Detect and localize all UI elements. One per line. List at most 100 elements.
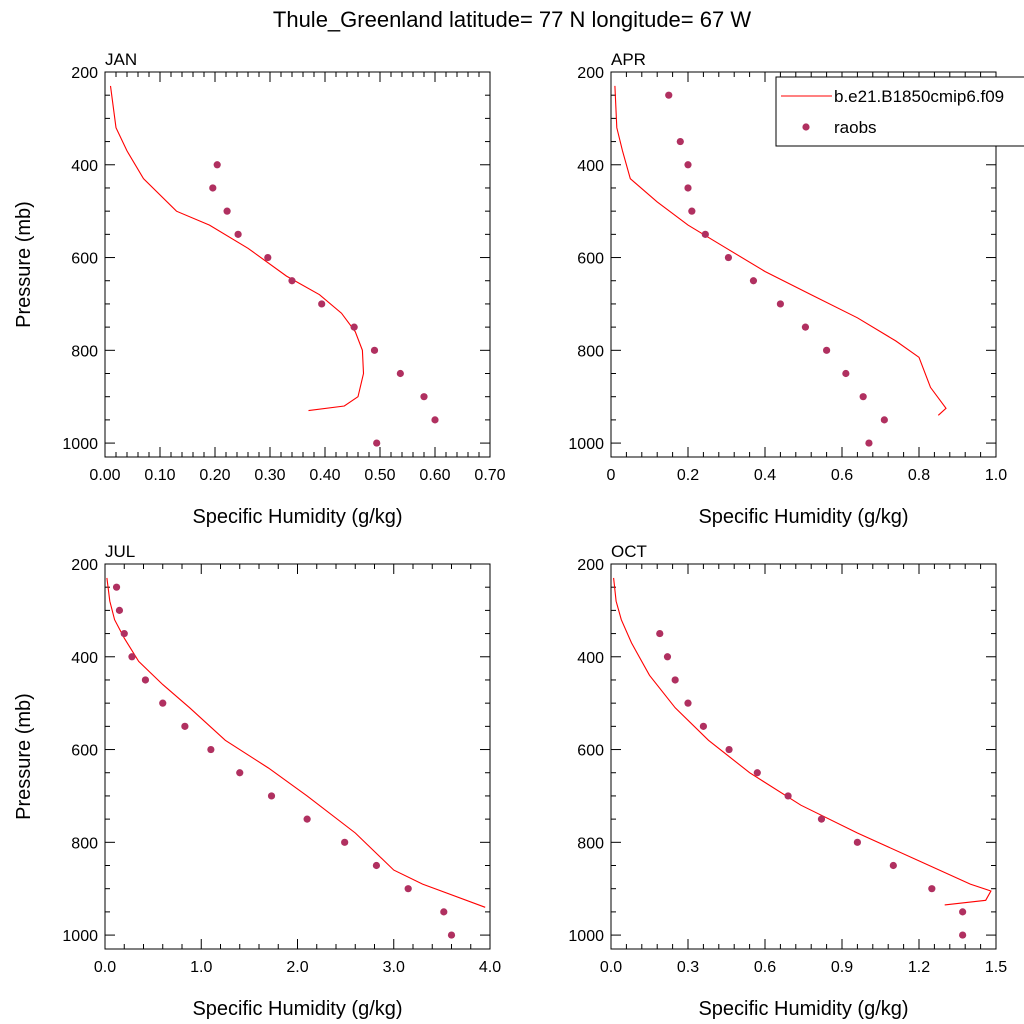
raobs-point	[213, 161, 221, 169]
panel-jul: JUL 0.0 1.0 2.0 3.0 4.0 200 400 600 800 1000 Specif…	[13, 542, 501, 1020]
x-axis-label: Specific Humidity (g/kg)	[192, 506, 402, 528]
x-tick-label: 0.8	[908, 467, 930, 484]
y-tick-label: 400	[577, 158, 604, 175]
raobs-point	[859, 393, 867, 401]
plot-frame	[104, 563, 491, 950]
figure-title: Thule_Greenland latitude= 77 N longitude…	[273, 7, 751, 32]
panel-label: JUL	[105, 542, 135, 561]
panel-jan: JAN 0.00 0.10 0.20 0.30 0.40 0.50 0.60 0.70 200 40…	[13, 50, 506, 528]
raobs-point	[181, 722, 189, 730]
plot-frame	[104, 71, 491, 458]
x-axis-label: Specific Humidity (g/kg)	[192, 998, 402, 1020]
raobs-point	[817, 815, 826, 823]
raobs-point	[889, 861, 897, 870]
x-tick-label: 3.0	[383, 959, 405, 976]
raobs-point	[684, 184, 692, 192]
raobs-point	[880, 416, 888, 424]
y-tick-label: 200	[71, 65, 98, 82]
raobs-point	[420, 393, 428, 401]
x-tick-label: 0.2	[677, 467, 699, 484]
model-profile-line	[106, 577, 486, 908]
legend: b.e21.B1850cmip6.f09 raobs	[775, 76, 1024, 147]
y-tick-label: 1000	[62, 436, 98, 453]
raobs-point	[671, 676, 679, 684]
y-tick-label: 600	[577, 743, 604, 760]
model-profile-line	[613, 577, 992, 906]
raobs-point	[665, 91, 673, 99]
raobs-point	[784, 792, 792, 800]
raobs-point	[141, 676, 150, 684]
y-tick-label: 1000	[62, 928, 98, 945]
panel-label: APR	[611, 50, 646, 69]
x-tick-label: 1.0	[190, 959, 212, 976]
legend-obs-label: raobs	[834, 118, 877, 137]
x-tick-label: 0.50	[364, 467, 395, 484]
raobs-point	[676, 137, 684, 146]
x-tick-label: 0.6	[831, 467, 853, 484]
x-tick-label: 0.0	[94, 959, 116, 976]
raobs-point	[115, 606, 124, 614]
raobs-point	[959, 908, 967, 916]
y-tick-label: 600	[577, 251, 604, 268]
raobs-point	[656, 629, 664, 638]
y-tick-label: 800	[71, 343, 98, 360]
raobs-point	[264, 253, 272, 262]
y-tick-label: 200	[71, 557, 98, 574]
raobs-point	[684, 161, 692, 169]
x-tick-label: 0.6	[754, 959, 776, 976]
raobs-point	[663, 653, 672, 661]
x-axis-label: Specific Humidity (g/kg)	[698, 998, 908, 1020]
raobs-point	[267, 792, 276, 800]
raobs-point	[120, 629, 128, 638]
y-tick-label: 400	[577, 650, 604, 667]
raobs-point	[288, 277, 296, 285]
raobs-point	[684, 699, 692, 707]
raobs-point	[209, 184, 217, 192]
x-tick-label: 4.0	[479, 959, 501, 976]
y-tick-label: 800	[577, 835, 604, 852]
panel-oct: OCT 0.0 0.3 0.6 0.9 1.2 1.5 200 400 600 800 1000 Spe…	[568, 542, 1007, 1020]
x-tick-label: 0.00	[89, 467, 120, 484]
model-profile-line	[109, 85, 365, 412]
x-tick-label: 0.60	[419, 467, 450, 484]
y-tick-label: 400	[71, 158, 98, 175]
raobs-point	[370, 346, 379, 354]
x-tick-label: 0.10	[144, 467, 175, 484]
raobs-point	[842, 369, 850, 378]
raobs-point	[350, 323, 358, 331]
x-tick-label: 1.2	[908, 959, 930, 976]
x-tick-label: 0.3	[677, 959, 699, 976]
legend-model-label: b.e21.B1850cmip6.f09	[834, 87, 1004, 106]
raobs-point	[724, 253, 733, 262]
raobs-point	[431, 416, 439, 424]
raobs-point	[865, 439, 873, 447]
y-tick-label: 200	[577, 65, 604, 82]
raobs-point	[234, 230, 242, 238]
legend-box	[775, 76, 1024, 147]
raobs-point	[753, 769, 761, 777]
y-tick-label: 600	[71, 743, 98, 760]
x-tick-label: 0.0	[600, 959, 622, 976]
raobs-point	[776, 300, 785, 308]
x-tick-label: 1.5	[985, 959, 1007, 976]
panel-label: OCT	[611, 542, 647, 561]
y-tick-label: 800	[577, 343, 604, 360]
y-tick-label: 200	[577, 557, 604, 574]
x-tick-label: 0.30	[254, 467, 285, 484]
x-tick-label: 0.40	[309, 467, 340, 484]
panel-apr: APR 0 0.2 0.4 0.6 0.8 1.0 200 400 600 800 1000 Speci…	[568, 50, 1007, 528]
raobs-point	[373, 439, 381, 447]
x-tick-label: 2.0	[286, 959, 308, 976]
raobs-point	[440, 908, 448, 916]
x-tick-label: 0.70	[474, 467, 505, 484]
plot-frame	[610, 563, 997, 950]
panel-label: JAN	[105, 50, 137, 69]
raobs-point	[372, 861, 381, 870]
x-tick-label: 0.20	[199, 467, 230, 484]
raobs-point	[699, 722, 708, 730]
raobs-point	[701, 230, 709, 238]
raobs-point	[928, 885, 936, 893]
y-tick-label: 1000	[568, 928, 604, 945]
raobs-point	[823, 346, 831, 354]
